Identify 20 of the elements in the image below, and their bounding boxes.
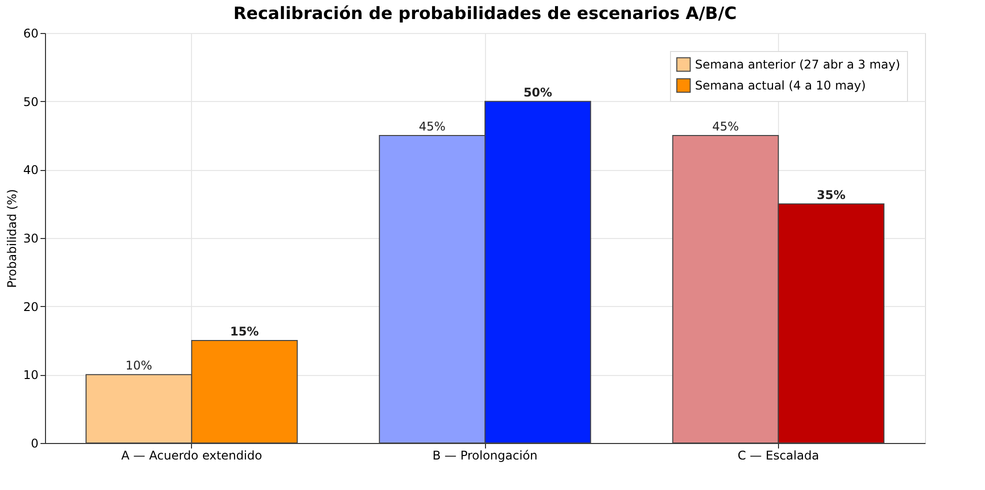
y-tick-label: 30 xyxy=(23,232,38,246)
x-tick-label: A — Acuerdo extendido xyxy=(121,448,262,462)
data-label: 10% xyxy=(126,358,152,373)
y-tick-label: 60 xyxy=(23,26,38,40)
y-tick-label: 0 xyxy=(30,436,38,450)
data-label: 50% xyxy=(523,85,552,100)
x-tick-label: B — Prolongación xyxy=(432,448,538,462)
legend-label: Semana actual (4 a 10 may) xyxy=(695,78,866,92)
y-tick-label: 20 xyxy=(23,300,38,314)
data-label: 45% xyxy=(418,120,446,134)
y-axis-title: Probabilidad (%) xyxy=(5,189,20,288)
y-tick-label: 40 xyxy=(23,163,38,178)
y-tick-label: 10 xyxy=(23,368,38,382)
x-tick-label: C — Escalada xyxy=(738,448,820,462)
legend-label: Semana anterior (27 abr a 3 may) xyxy=(695,58,900,72)
data-label: 35% xyxy=(816,188,846,202)
data-label: 45% xyxy=(712,120,739,134)
data-label: 15% xyxy=(230,324,259,338)
y-tick-label: 50 xyxy=(23,94,38,109)
chart-title: Recalibración de probabilidades de escenarios A/B/C xyxy=(233,4,737,24)
